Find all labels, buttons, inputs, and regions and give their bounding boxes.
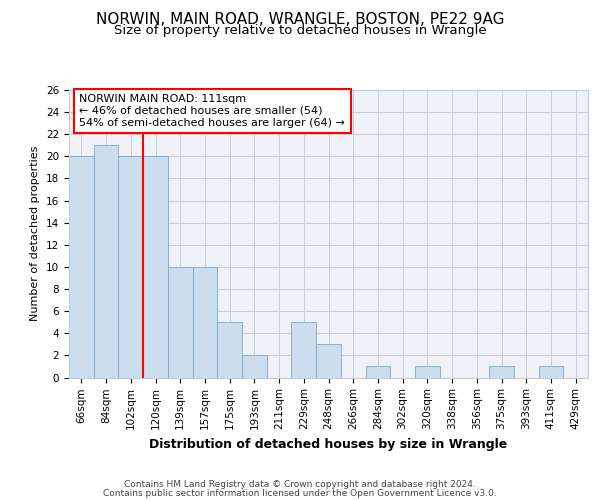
Text: Size of property relative to detached houses in Wrangle: Size of property relative to detached ho… [113,24,487,37]
Bar [168,267,193,378]
Bar [489,366,514,378]
Bar [415,366,440,378]
Bar [69,156,94,378]
Bar [217,322,242,378]
Bar [316,344,341,378]
Text: NORWIN MAIN ROAD: 111sqm
← 46% of detached houses are smaller (54)
54% of semi-d: NORWIN MAIN ROAD: 111sqm ← 46% of detach… [79,94,345,128]
Text: Contains public sector information licensed under the Open Government Licence v3: Contains public sector information licen… [103,488,497,498]
Bar [94,146,118,378]
Bar [242,356,267,378]
Bar [143,156,168,378]
Text: NORWIN, MAIN ROAD, WRANGLE, BOSTON, PE22 9AG: NORWIN, MAIN ROAD, WRANGLE, BOSTON, PE22… [96,12,504,28]
Y-axis label: Number of detached properties: Number of detached properties [31,146,40,322]
Bar [365,366,390,378]
X-axis label: Distribution of detached houses by size in Wrangle: Distribution of detached houses by size … [149,438,508,450]
Bar [118,156,143,378]
Bar [292,322,316,378]
Bar [539,366,563,378]
Bar [193,267,217,378]
Text: Contains HM Land Registry data © Crown copyright and database right 2024.: Contains HM Land Registry data © Crown c… [124,480,476,489]
